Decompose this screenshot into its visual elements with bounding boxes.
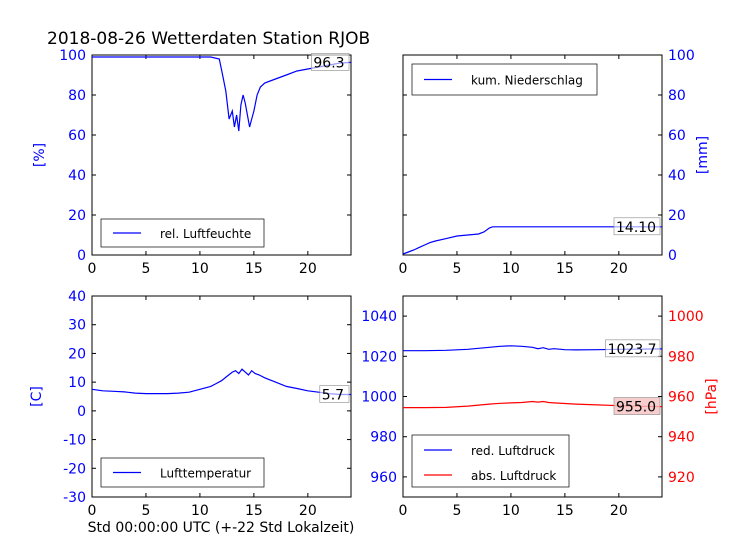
y-tick-label-right: 80 [668, 88, 686, 104]
value-annotation: 14.10 [616, 220, 656, 236]
series-line [92, 56, 352, 132]
series-line [403, 345, 663, 352]
y-tick-label: 1040 [361, 309, 397, 325]
y-tick-label: 980 [370, 430, 397, 446]
value-annotation-box [613, 217, 661, 236]
y-tick-label: 40 [68, 289, 86, 305]
x-tick-label: 0 [88, 261, 97, 277]
value-annotation: 96.3 [313, 55, 344, 71]
x-tick-label: 20 [299, 261, 317, 277]
y-tick-label: 1020 [361, 349, 397, 365]
y-tick-label: 20 [68, 346, 86, 362]
x-tick-label: 20 [610, 261, 628, 277]
x-tick-label: 5 [141, 503, 150, 519]
x-tick-label: 15 [245, 503, 263, 519]
panel-humidity: 0 5 10 15 20 0 20 40 60 80 100 [%] 96.3 rel. Luftfeuc… [32, 48, 352, 277]
value-annotation-box [613, 397, 661, 415]
x-tick-label: 0 [399, 261, 408, 277]
y-axis-label: [hPa] [704, 378, 720, 414]
y-tick-label: 30 [68, 318, 86, 334]
legend-label: abs. Luftdruck [471, 469, 556, 483]
y-tick-label: 960 [370, 470, 397, 486]
panel-precipitation: 0 5 10 15 20 0 20 40 60 80 100 [mm] 14.10 kum. Nieder… [399, 48, 711, 277]
x-tick-label: 20 [610, 503, 628, 519]
legend-label: Lufttemperatur [160, 467, 251, 481]
y-tick-label-right: 960 [668, 390, 695, 406]
y-tick-label: 60 [68, 128, 86, 144]
legend-label: red. Luftdruck [471, 444, 555, 458]
y-tick-label: -20 [63, 461, 86, 477]
x-tick-label: 15 [245, 261, 263, 277]
series-line [403, 400, 663, 409]
x-tick-label: 5 [452, 261, 461, 277]
x-tick-label: 10 [502, 503, 520, 519]
y-tick-label-right: 0 [668, 248, 677, 264]
y-tick-label: -30 [63, 490, 86, 506]
y-axis-label: [%] [32, 143, 48, 167]
x-tick-label: 20 [299, 503, 317, 519]
y-tick-label-right: 40 [668, 168, 686, 184]
x-tick-label: 10 [191, 503, 209, 519]
series-line [91, 368, 351, 396]
x-tick-label: 15 [556, 261, 574, 277]
y-axis-label: [mm] [695, 136, 711, 174]
legend-label: rel. Luftfeuchte [160, 227, 251, 241]
y-tick-label: 40 [68, 168, 86, 184]
y-tick-label: 80 [68, 88, 86, 104]
legend-label: kum. Niederschlag [471, 74, 583, 88]
y-tick-label: 20 [68, 208, 86, 224]
value-annotation: 955.0 [616, 400, 656, 416]
panel-pressure: 0 5 10 15 20 960 980 1000 1020 1040 920 940 960 980 10… [361, 295, 720, 519]
x-tick-label: 10 [502, 261, 520, 277]
value-annotation: 5.7 [322, 387, 344, 403]
y-tick-label: 1000 [361, 390, 397, 406]
y-tick-label: 10 [68, 375, 86, 391]
value-annotation-box [319, 385, 350, 403]
panel-temperature: 0 5 10 15 20 -30 -20 -10 0 10 20 30 40 [C] 5.7 Lufttemp… [29, 289, 352, 519]
figure-title: 2018-08-26 Wetterdaten Station RJOB [47, 29, 370, 49]
x-tick-label: 5 [452, 503, 461, 519]
y-tick-label-right: 60 [668, 128, 686, 144]
y-tick-label-right: 20 [668, 208, 686, 224]
y-tick-label-right: 920 [668, 470, 695, 486]
series-line [402, 226, 662, 255]
y-tick-label: -10 [63, 433, 86, 449]
legend-box [411, 434, 570, 488]
value-annotation-box [311, 53, 350, 71]
value-annotation: 1023.7 [608, 342, 657, 358]
y-tick-label: 100 [59, 48, 86, 64]
y-axis-label: [C] [29, 386, 45, 407]
y-tick-label-right: 1000 [668, 309, 704, 325]
y-tick-label: 0 [77, 248, 86, 264]
y-tick-label-right: 100 [668, 48, 695, 64]
x-tick-label: 0 [88, 503, 97, 519]
y-tick-label-right: 980 [668, 349, 695, 365]
x-tick-label: 5 [141, 261, 150, 277]
value-annotation-box [605, 339, 661, 358]
x-axis-label: Std 00:00:00 UTC (+-22 Std Lokalzeit) [88, 520, 355, 536]
x-tick-label: 0 [399, 503, 408, 519]
y-tick-label: 0 [77, 404, 86, 420]
x-tick-label: 15 [556, 503, 574, 519]
y-tick-label-right: 940 [668, 430, 695, 446]
x-tick-label: 10 [191, 261, 209, 277]
